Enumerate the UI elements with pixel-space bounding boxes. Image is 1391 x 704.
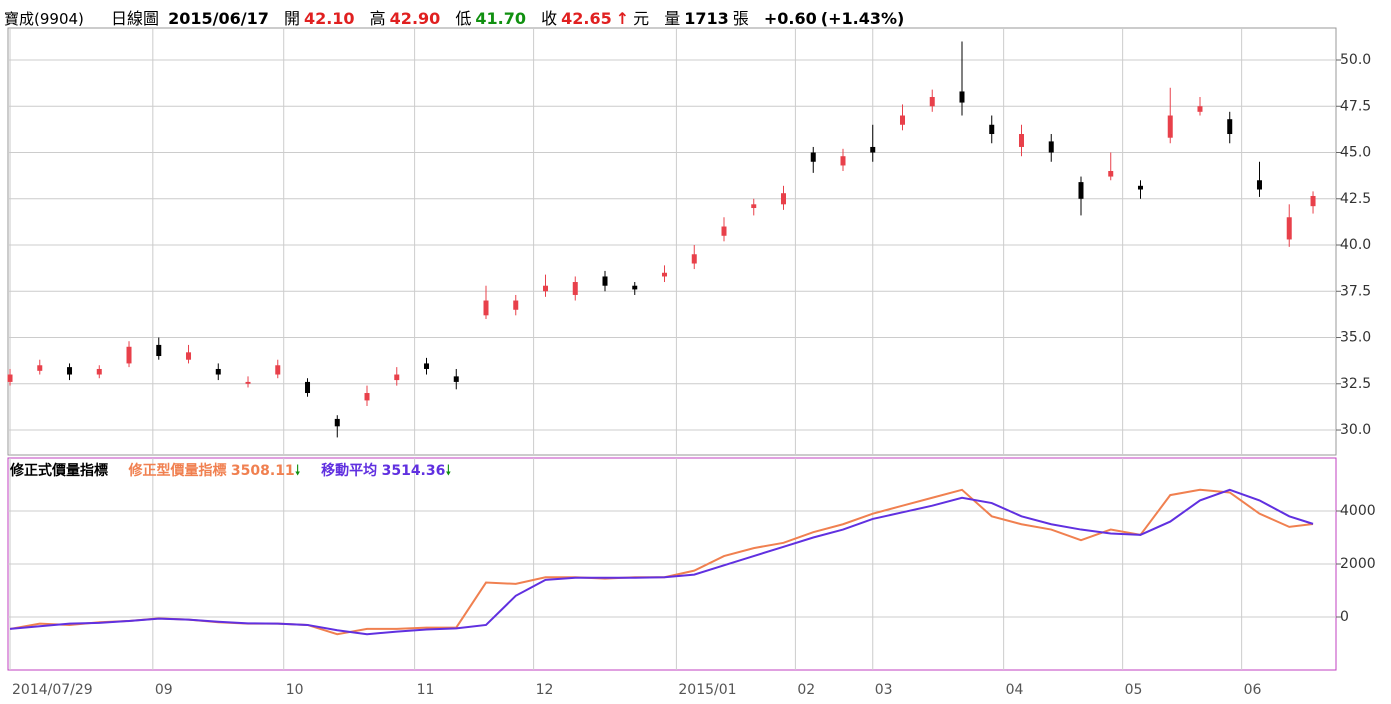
y-tick-label: 32.5 [1340,376,1371,392]
label: 高 [369,9,386,28]
candle-body [275,365,281,375]
candle-body [1256,180,1262,190]
y-tick-label: 35.0 [1340,330,1371,346]
y-tick-label: 2000 [1340,556,1376,572]
down-arrow: 🠗 [445,463,452,479]
candle-body [305,381,311,394]
y-tick-label: 0 [1340,609,1349,625]
low: 41.70 [475,9,526,28]
candle-body [721,226,727,236]
label: 量 [664,9,681,28]
candle-body [899,115,905,125]
y-tick-label: 37.5 [1340,283,1371,299]
candle-body [632,285,638,290]
candle-body [1108,171,1114,177]
close: 42.65 [561,9,612,28]
candle-body [780,193,786,205]
candle-body [424,363,430,369]
legend-value: 3508.11 [230,463,295,479]
candle-body [126,346,132,364]
candle-body [1286,217,1292,240]
candle-body [364,393,370,401]
candle-body [483,300,489,316]
candle-body [1310,195,1316,207]
y-tick-label: 42.5 [1340,191,1371,207]
legend-name: 修正型價量指標 [128,463,227,479]
candle-body [662,272,668,277]
indicator-line [9,488,1314,636]
candle-body [543,285,549,292]
candle-body [1137,185,1143,190]
candle-body [1227,119,1233,135]
y-tick-label: 30.0 [1340,422,1371,438]
candle-body [215,368,221,375]
candle-body [1197,106,1203,112]
candle-body [929,97,935,107]
candle-body [810,152,816,162]
x-tick-label: 11 [417,682,435,698]
y-tick-label: 40.0 [1340,237,1371,253]
candle-body [37,365,43,371]
candle-body [1018,134,1024,147]
legend-name: 移動平均 [321,463,378,479]
unit: 張 [732,9,749,28]
x-tick-label: 06 [1244,682,1262,698]
candle-body [245,381,251,384]
y-tick-label: 4000 [1340,503,1376,519]
candle-body [453,376,459,382]
x-tick-label: 2015/01 [678,682,736,698]
change: +0.60 [763,9,817,28]
y-tick-label: 45.0 [1340,145,1371,161]
x-tick-label: 05 [1125,682,1143,698]
candle-body [67,367,73,375]
price-panel [7,27,1337,456]
unit: 元 [633,9,650,28]
candle-body [751,204,757,209]
candle-body [691,254,697,264]
stock-name: 寶成(9904) [4,10,84,28]
candle-body [96,368,102,375]
volume: 1713 [684,9,729,28]
indicator-legend: 修正式價量指標 修正型價量指標 3508.11🠗 移動平均 3514.36🠗 [10,460,451,484]
candle-body [334,418,340,427]
candle-body [1048,141,1054,153]
candle-body [840,156,846,166]
candle-body [186,352,192,360]
label: 低 [455,9,472,28]
y-tick-label: 47.5 [1340,98,1371,114]
candle-body [959,91,965,103]
up-arrow: ↑ [615,9,630,28]
candle-body [1078,182,1084,199]
x-tick-label: 04 [1006,682,1024,698]
y-tick-label: 50.0 [1340,52,1371,68]
indicator-title: 修正式價量指標 [10,463,108,479]
high: 42.90 [389,9,441,28]
candle-body [602,276,608,286]
x-tick-label: 09 [155,682,173,698]
legend-value: 3514.36 [381,463,446,479]
x-tick-label: 10 [286,682,304,698]
candle-body [572,282,578,295]
change-pct: (+1.43%) [820,9,905,28]
candle-body [513,300,519,310]
candle-body [394,374,400,381]
x-tick-label: 02 [797,682,815,698]
down-arrow: 🠗 [294,463,301,479]
x-tick-label: 12 [536,682,554,698]
period: 日線圖 [110,9,159,28]
candle-body [1167,115,1173,138]
label: 開 [283,9,300,28]
candle-body [870,146,876,153]
candle-body [7,374,13,382]
candle-body [156,344,162,357]
date: 2015/06/17 [168,9,269,28]
open: 42.10 [303,9,355,28]
x-tick-label: 03 [875,682,893,698]
x-tick-label: 2014/07/29 [12,682,93,698]
candle-body [989,124,995,135]
label: 收 [541,9,558,28]
